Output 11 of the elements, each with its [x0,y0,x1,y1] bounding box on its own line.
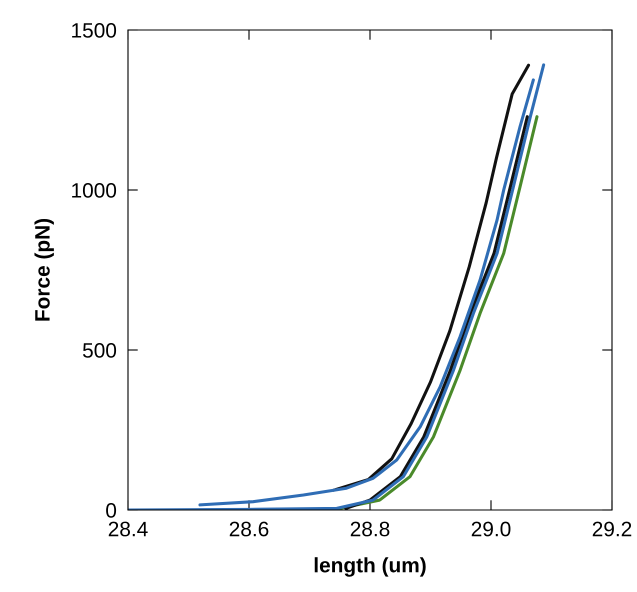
y-tick-label: 1500 [72,23,116,38]
x-tick-label: 29.0 [472,522,510,536]
y-tick-label: 0 [106,503,116,518]
y-tick-label: 500 [82,343,116,358]
x-tick-label: 28.8 [350,522,390,536]
x-tick-label: 29.2 [592,522,632,536]
x-axis-title: length (um) [314,557,426,577]
y-tick-label: 1000 [72,183,116,198]
x-tick-label: 28.4 [108,522,148,536]
y-axis-title: Force (pN) [34,218,54,321]
x-tick-label: 28.6 [230,522,268,536]
